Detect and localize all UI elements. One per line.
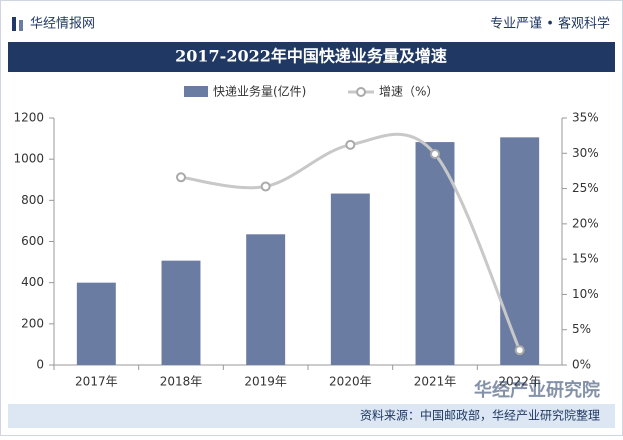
y2-tick-label: 5% [572,322,591,336]
point [430,148,440,159]
logo-bar [19,20,23,31]
y2-tick-label: 35% [572,111,599,125]
y-tick-label: 0 [36,358,44,372]
footer-bar [8,404,615,428]
y-tick-label: 1200 [13,111,44,125]
bar [76,282,116,365]
y2-tick-label: 15% [572,252,599,266]
bar [161,260,201,365]
bar [246,234,286,365]
source: 资料来源：中国邮政部，华经产业研究院整理 [360,408,600,423]
y-tick-label: 1000 [13,152,44,166]
y2-tick-label: 10% [572,287,599,301]
y2-tick-label: 25% [572,181,599,195]
x-tick-label: 2020年 [329,375,372,389]
logo-bar [12,17,16,31]
y2-tick-label: 0% [572,358,591,372]
bar [330,193,370,365]
point [176,172,186,183]
x-tick-label: 2019年 [244,375,287,389]
y2-tick-label: 30% [572,146,599,160]
chart-title: 2017-2022年中国快递业务量及增速 [175,47,447,66]
x-tick-label: 2021年 [414,375,457,389]
watermark: 华经产业研究院 [474,379,600,401]
brand: 华经情报网 [30,17,95,32]
y-tick-label: 200 [21,316,44,330]
bar [415,142,455,365]
slogan: 专业严谨 • 客观科学 [490,16,610,32]
y-tick-label: 800 [21,193,44,207]
y-tick-label: 600 [21,234,44,248]
x-tick-label: 2018年 [160,375,203,389]
y2-tick-label: 20% [572,216,599,230]
point [514,345,525,356]
point [345,139,356,150]
legend-label: 增速（%） [379,85,438,99]
legend-label: 快递业务量(亿件) [213,84,306,99]
point [260,181,271,192]
y-tick-label: 400 [21,275,44,289]
x-tick-label: 2022年 [498,375,541,389]
legend-swatch [356,87,366,97]
bar [500,137,540,365]
x-tick-label: 2017年 [75,375,118,389]
line [180,132,522,351]
title-bar [8,42,615,72]
legend-swatch [184,86,208,97]
